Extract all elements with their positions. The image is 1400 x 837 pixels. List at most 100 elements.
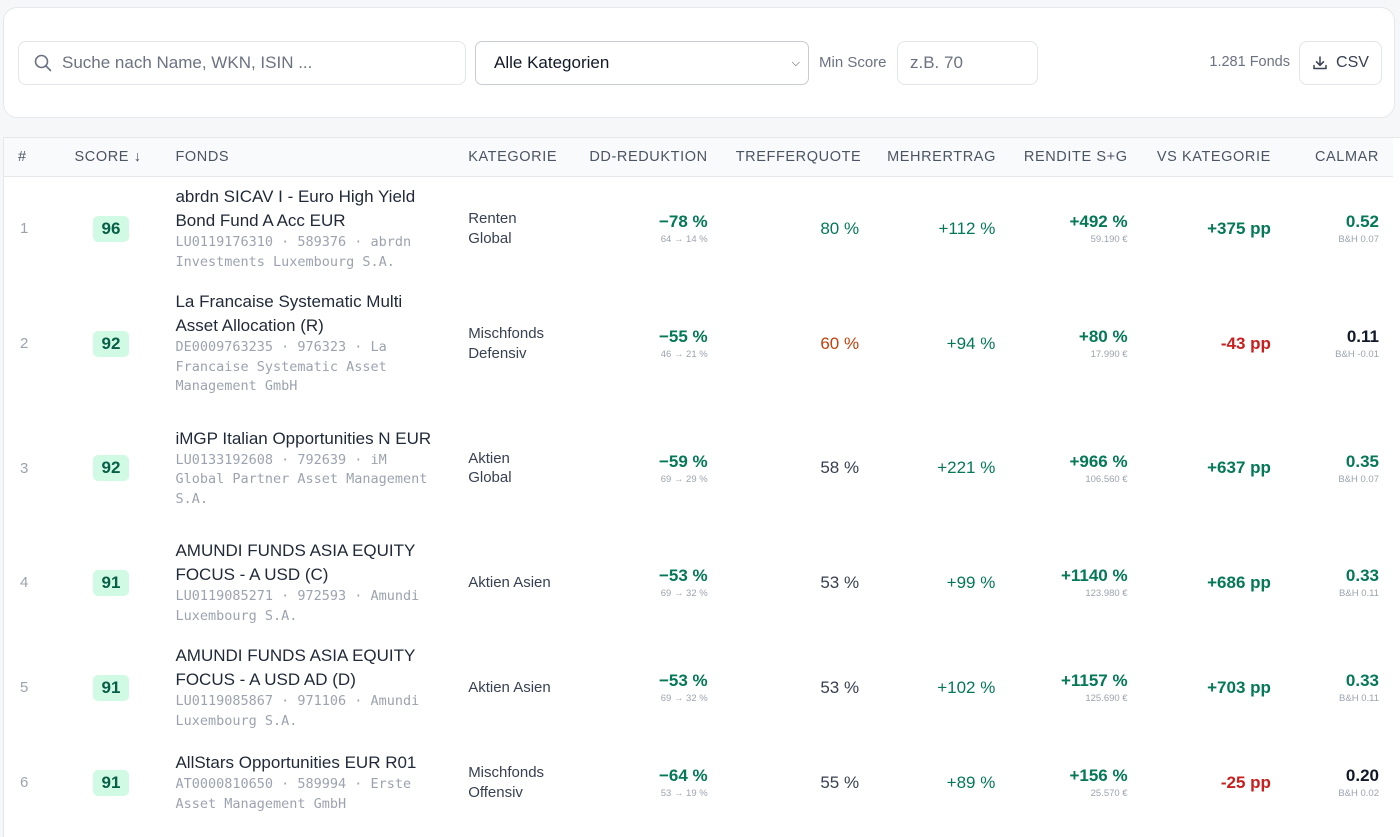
header-vs-kategorie[interactable]: VS KATEGORIE (1156, 148, 1271, 165)
min-score-label: Min Score (819, 54, 887, 71)
chevron-down-icon: ⌵ (791, 56, 800, 69)
dd-reduction-value: −64 % (659, 766, 708, 785)
return-value: +1157 % (1060, 671, 1128, 690)
fund-category: Aktien Asien (468, 678, 551, 696)
excess-return-value: +99 % (946, 572, 996, 592)
excess-return-value: +112 % (938, 218, 996, 238)
return-amount: 17.990 € (1090, 349, 1128, 360)
calmar-benchmark: B&H 0.11 (1339, 588, 1379, 599)
return-value: +966 % (1069, 451, 1128, 471)
fund-count: 1.281 Fonds (1209, 54, 1290, 70)
header-dd-reduktion[interactable]: DD-REDUKTION (589, 148, 708, 165)
fund-category: Aktien Global (468, 449, 512, 487)
search-icon (34, 54, 52, 72)
score-badge: 91 (92, 769, 130, 796)
dd-reduction-value: −53 % (659, 566, 708, 585)
calmar-benchmark: B&H 0.11 (1339, 693, 1379, 704)
calmar-benchmark: B&H -0.01 (1335, 349, 1379, 360)
return-amount: 123.980 € (1085, 588, 1128, 599)
hit-rate-value: 53 % (820, 677, 860, 697)
calmar-value: 0.52 (1345, 212, 1379, 232)
dd-reduction-value: −53 % (659, 671, 708, 690)
fund-name[interactable]: abrdn SICAV I - Euro High Yield Bond Fun… (175, 187, 416, 231)
hit-rate-value: 55 % (820, 772, 860, 792)
vs-category-value: -25 pp (1220, 772, 1271, 792)
fund-name[interactable]: AMUNDI FUNDS ASIA EQUITY FOCUS - A USD (… (175, 541, 416, 584)
sort-desc-icon: ↓ (133, 148, 142, 165)
dd-reduction-value: −78 % (659, 212, 708, 232)
fund-category: Mischfonds Offensiv (468, 764, 545, 801)
search-input[interactable] (62, 53, 442, 73)
excess-return-value: +221 % (937, 458, 996, 477)
calmar-value: 0.33 (1345, 671, 1379, 690)
download-icon (1313, 56, 1327, 70)
header-fonds[interactable]: FONDS (175, 148, 230, 165)
vs-category-value: +686 pp (1207, 572, 1271, 592)
fund-category: Renten Global (468, 210, 517, 247)
min-score-field[interactable] (897, 41, 1038, 85)
excess-return-value: +94 % (946, 333, 996, 353)
dd-reduction-value: −55 % (659, 327, 708, 346)
table-row[interactable]: 1 96 abrdn SICAV I - Euro High Yield Bon… (4, 176, 1393, 281)
funds-table-container: # SCORE ↓ FONDS KATEGORIE DD-REDUKTION T… (3, 137, 1400, 837)
table-row[interactable]: 5 91 AMUNDI FUNDS ASIA EQUITY FOCUS - A … (4, 635, 1393, 740)
table-row[interactable]: 4 91 AMUNDI FUNDS ASIA EQUITY FOCUS - A … (4, 530, 1393, 635)
dd-reduction-detail: 69 → 32 % (660, 693, 708, 704)
vs-category-value: -43 pp (1220, 333, 1271, 353)
csv-export-button[interactable]: CSV (1299, 41, 1382, 85)
return-value: +156 % (1069, 766, 1128, 785)
table-row[interactable]: 2 92 La Francaise Systematic Multi Asset… (4, 281, 1393, 406)
score-badge: 96 (92, 215, 130, 242)
vs-category-value: +703 pp (1207, 677, 1271, 697)
hit-rate-value: 58 % (820, 458, 860, 477)
vs-category-value: +637 pp (1207, 458, 1271, 477)
header-kategorie[interactable]: KATEGORIE (468, 148, 558, 165)
dd-reduction-detail: 46 → 21 % (660, 349, 708, 360)
fund-category: Mischfonds Defensiv (468, 325, 545, 362)
table-header-row: # SCORE ↓ FONDS KATEGORIE DD-REDUKTION T… (4, 138, 1393, 176)
hit-rate-value: 80 % (820, 218, 860, 238)
table-row[interactable]: 6 91 AllStars Opportunities EUR R01 AT00… (4, 740, 1393, 825)
return-value: +80 % (1078, 327, 1128, 346)
hit-rate-value: 53 % (820, 572, 860, 592)
header-num[interactable]: # (18, 148, 27, 165)
header-mehrertrag[interactable]: MEHRERTRAG (887, 148, 996, 165)
search-box[interactable] (18, 41, 466, 85)
fund-meta: AT0000810650 · 589994 · Erste Asset Mana… (175, 776, 412, 812)
return-amount: 125.690 € (1085, 693, 1128, 704)
dd-reduction-value: −59 % (659, 451, 708, 471)
calmar-benchmark: B&H 0.07 (1338, 234, 1379, 246)
row-number: 3 (20, 459, 29, 477)
score-badge: 92 (92, 455, 130, 481)
fund-name[interactable]: La Francaise Systematic Multi Asset Allo… (175, 292, 403, 336)
calmar-benchmark: B&H 0.02 (1338, 788, 1379, 799)
fund-name[interactable]: AMUNDI FUNDS ASIA EQUITY FOCUS - A USD A… (175, 646, 416, 689)
table-row[interactable]: 3 92 iMGP Italian Opportunities N EUR LU… (4, 406, 1393, 530)
return-value: +1140 % (1060, 566, 1128, 585)
fund-meta: LU0119085271 · 972593 · Amundi Luxembour… (175, 588, 420, 624)
header-trefferquote[interactable]: TREFFERQUOTE (735, 148, 862, 165)
header-score[interactable]: SCORE ↓ (61, 138, 162, 176)
return-amount: 59.190 € (1090, 234, 1128, 246)
header-rendite[interactable]: RENDITE S+G (1023, 148, 1128, 165)
score-badge: 91 (92, 674, 130, 701)
score-badge: 91 (92, 569, 130, 596)
row-number: 2 (20, 335, 29, 352)
calmar-benchmark: B&H 0.07 (1338, 473, 1379, 485)
csv-button-label: CSV (1336, 54, 1369, 71)
header-calmar[interactable]: CALMAR (1314, 148, 1379, 165)
min-score-input[interactable] (910, 53, 1020, 73)
calmar-value: 0.20 (1345, 766, 1379, 785)
return-amount: 25.570 € (1090, 788, 1128, 799)
calmar-value: 0.11 (1346, 327, 1379, 346)
excess-return-value: +102 % (937, 677, 996, 697)
calmar-value: 0.35 (1345, 451, 1379, 471)
row-number: 5 (20, 679, 29, 696)
fund-name[interactable]: AllStars Opportunities EUR R01 (175, 753, 417, 772)
row-number: 1 (20, 220, 29, 238)
category-select[interactable]: Alle Kategorien ⌵ (475, 41, 809, 85)
fund-name[interactable]: iMGP Italian Opportunities N EUR (175, 428, 432, 448)
row-number: 6 (20, 774, 29, 791)
filter-toolbar: Alle Kategorien ⌵ Min Score 1.281 Fonds … (3, 7, 1395, 118)
vs-category-value: +375 pp (1207, 218, 1271, 238)
